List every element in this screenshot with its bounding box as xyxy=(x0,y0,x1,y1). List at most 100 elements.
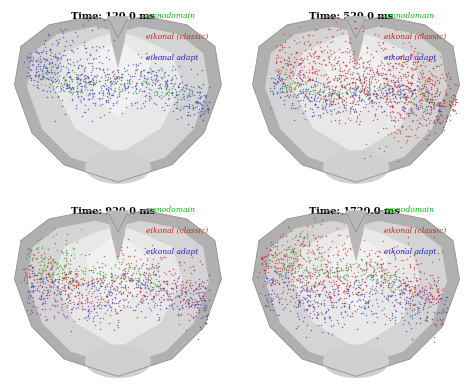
Point xyxy=(194,336,202,342)
Point xyxy=(404,82,411,89)
Point xyxy=(274,54,282,61)
Point xyxy=(65,268,73,274)
Point xyxy=(398,314,406,321)
Point xyxy=(127,288,134,294)
Point xyxy=(325,55,333,61)
Point xyxy=(358,85,365,91)
Point xyxy=(325,271,332,277)
Point xyxy=(58,270,66,276)
Point xyxy=(88,274,96,280)
Point xyxy=(106,312,113,318)
Point xyxy=(168,90,176,96)
Point xyxy=(189,315,197,321)
Point xyxy=(397,279,405,286)
Point xyxy=(352,87,359,93)
Point xyxy=(408,43,415,49)
Point xyxy=(137,299,145,305)
Point xyxy=(363,84,370,90)
Point xyxy=(66,261,74,268)
Point xyxy=(372,272,380,278)
Point xyxy=(163,77,171,83)
Point xyxy=(153,283,161,289)
Point xyxy=(414,105,422,112)
Point xyxy=(283,245,291,252)
Point xyxy=(170,300,178,307)
Point xyxy=(334,75,341,81)
Text: Time: 520.0 ms: Time: 520.0 ms xyxy=(309,12,393,21)
Point xyxy=(126,303,133,310)
Point xyxy=(72,71,80,77)
Point xyxy=(384,269,392,275)
Point xyxy=(60,79,68,85)
Point xyxy=(69,76,76,82)
Point xyxy=(329,302,337,308)
Point xyxy=(167,293,174,299)
Point xyxy=(327,294,334,301)
Point xyxy=(406,295,413,301)
Point xyxy=(274,294,282,300)
Point xyxy=(346,49,353,55)
Point xyxy=(398,282,405,288)
Point xyxy=(400,289,407,296)
Point xyxy=(408,99,415,105)
Point xyxy=(409,96,417,102)
Point xyxy=(380,80,387,86)
Point xyxy=(186,282,194,289)
Point xyxy=(60,284,67,290)
Point xyxy=(68,47,76,53)
Point xyxy=(301,296,309,302)
Point xyxy=(401,280,409,286)
Point xyxy=(420,300,428,306)
Point xyxy=(190,104,197,110)
Point xyxy=(118,250,126,256)
Point xyxy=(124,273,131,280)
Point xyxy=(340,101,347,107)
Point xyxy=(371,289,379,296)
Point xyxy=(275,259,283,265)
Point xyxy=(63,261,70,267)
Point xyxy=(318,244,326,250)
Point xyxy=(90,306,97,312)
Point xyxy=(328,63,336,69)
Point xyxy=(175,81,182,88)
Point xyxy=(404,234,411,240)
Point xyxy=(337,258,345,264)
Point xyxy=(417,276,424,282)
Point xyxy=(437,108,445,114)
Point xyxy=(185,317,192,323)
Point xyxy=(337,68,344,74)
Point xyxy=(419,121,426,128)
Point xyxy=(430,72,438,79)
Point xyxy=(66,82,73,88)
Point xyxy=(42,68,50,75)
Point xyxy=(181,289,189,295)
Point xyxy=(343,271,351,277)
Point xyxy=(23,53,31,60)
Point xyxy=(297,284,304,291)
Point xyxy=(374,265,381,272)
Point xyxy=(359,71,366,77)
Point xyxy=(411,66,419,72)
Point xyxy=(191,98,199,105)
Point xyxy=(133,66,140,72)
Point xyxy=(117,274,125,280)
Point xyxy=(389,281,397,287)
Point xyxy=(109,278,117,284)
Point xyxy=(363,312,370,318)
Point xyxy=(316,281,323,287)
Point xyxy=(407,72,415,79)
Point xyxy=(370,266,378,272)
Point xyxy=(147,265,155,272)
Point xyxy=(32,246,40,252)
Point xyxy=(263,260,270,266)
Point xyxy=(280,83,288,89)
Point xyxy=(350,281,358,287)
Point xyxy=(68,67,75,73)
Point xyxy=(186,87,194,93)
Point xyxy=(372,278,379,284)
Point xyxy=(71,270,79,277)
Point xyxy=(407,300,414,307)
Point xyxy=(98,264,106,270)
Point xyxy=(277,259,285,266)
Point xyxy=(172,105,179,112)
